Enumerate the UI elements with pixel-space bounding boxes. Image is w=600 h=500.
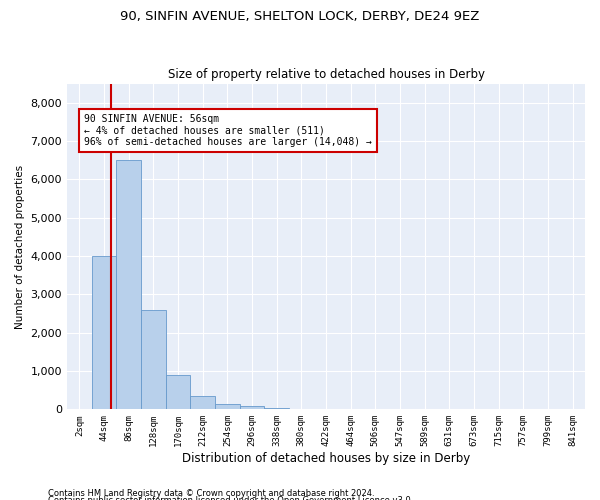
Text: 90 SINFIN AVENUE: 56sqm
← 4% of detached houses are smaller (511)
96% of semi-de: 90 SINFIN AVENUE: 56sqm ← 4% of detached…: [84, 114, 372, 148]
Text: 90, SINFIN AVENUE, SHELTON LOCK, DERBY, DE24 9EZ: 90, SINFIN AVENUE, SHELTON LOCK, DERBY, …: [121, 10, 479, 23]
X-axis label: Distribution of detached houses by size in Derby: Distribution of detached houses by size …: [182, 452, 470, 465]
Text: Contains HM Land Registry data © Crown copyright and database right 2024.: Contains HM Land Registry data © Crown c…: [48, 488, 374, 498]
Bar: [141, 310, 166, 410]
Bar: [239, 406, 265, 409]
Bar: [116, 160, 141, 410]
Bar: [215, 404, 239, 409]
Y-axis label: Number of detached properties: Number of detached properties: [15, 164, 25, 328]
Title: Size of property relative to detached houses in Derby: Size of property relative to detached ho…: [167, 68, 485, 81]
Text: Contains public sector information licensed under the Open Government Licence v3: Contains public sector information licen…: [48, 496, 413, 500]
Bar: [265, 408, 289, 410]
Bar: [190, 396, 215, 409]
Bar: [92, 256, 116, 410]
Bar: [166, 375, 190, 410]
